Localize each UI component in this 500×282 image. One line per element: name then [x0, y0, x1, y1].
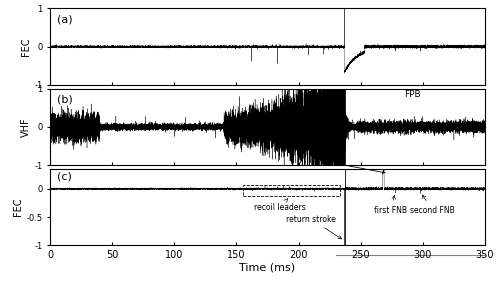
Text: (b): (b) [56, 95, 72, 105]
Bar [242, 185, 340, 195]
X-axis label: Time (ms): Time (ms) [240, 263, 296, 273]
Y-axis label: FEC: FEC [22, 38, 32, 56]
Text: FPB: FPB [404, 90, 421, 99]
Text: (a): (a) [56, 15, 72, 25]
Text: second FNB: second FNB [410, 195, 455, 215]
Text: (c): (c) [56, 171, 72, 181]
Text: first FNB: first FNB [374, 195, 407, 215]
Y-axis label: FEC: FEC [14, 198, 24, 216]
Text: return stroke: return stroke [286, 215, 342, 239]
Text: recoil leaders: recoil leaders [254, 198, 306, 212]
Y-axis label: VHF: VHF [22, 117, 32, 137]
